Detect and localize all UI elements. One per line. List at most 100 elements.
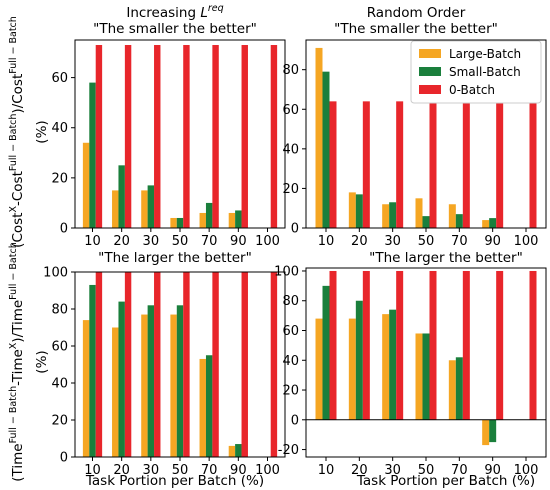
x-tick-label: 20 xyxy=(351,463,368,478)
bar-0-batch-30 xyxy=(396,270,404,420)
legend: Large-Batch Small-Batch 0-Batch xyxy=(410,40,542,104)
bar-small-batch-90 xyxy=(489,419,497,443)
bar-small-batch-30 xyxy=(389,202,397,228)
bar-0-batch-100 xyxy=(529,270,537,420)
x-tick-label: 10 xyxy=(318,234,335,249)
bar-large-batch-50 xyxy=(415,198,423,228)
bar-0-batch-20 xyxy=(362,101,370,228)
x-tick-label: 50 xyxy=(172,463,189,478)
x-tick-label: 90 xyxy=(484,234,501,249)
panel-bottom-left: 0 20 40 60 80 100 10 20 30 50 70 90 100 xyxy=(43,266,286,478)
bar-small-batch-30 xyxy=(389,309,397,420)
x-tick-label: 90 xyxy=(230,234,247,249)
legend-swatch-large-batch xyxy=(419,49,441,58)
bar-small-batch-30 xyxy=(147,305,155,457)
bar-small-batch-10 xyxy=(89,284,96,457)
panel-top-right-title: Random Order xyxy=(367,5,466,21)
bar-small-batch-50 xyxy=(422,216,430,228)
bar-0-batch-70 xyxy=(212,272,219,457)
bar-0-batch-100 xyxy=(529,101,537,228)
bar-large-batch-20 xyxy=(348,192,356,228)
bar-small-batch-90 xyxy=(489,218,497,228)
x-tick-label: 50 xyxy=(418,234,435,249)
y-tick-label: 20 xyxy=(282,384,299,399)
bar-large-batch-30 xyxy=(382,314,390,420)
bar-small-batch-70 xyxy=(205,202,213,228)
bar-0-batch-30 xyxy=(154,45,161,229)
y-tick-label: 60 xyxy=(282,103,299,118)
y-tick-label: 80 xyxy=(282,294,299,309)
panel-top-left: 0 20 40 60 10 20 30 50 70 90 100 xyxy=(51,39,286,249)
bar-0-batch-50 xyxy=(183,272,190,457)
bar-small-batch-90 xyxy=(235,210,242,228)
legend-label-small-batch: Small-Batch xyxy=(449,65,521,79)
bar-large-batch-50 xyxy=(170,217,177,228)
bar-large-batch-70 xyxy=(448,204,456,228)
bar-large-batch-90 xyxy=(482,220,490,228)
y-tick-label: -20 xyxy=(278,443,299,458)
bar-large-batch-20 xyxy=(112,190,119,228)
bar-0-batch-30 xyxy=(154,272,161,457)
x-tick-label: 100 xyxy=(255,234,280,249)
svg-text:(%): (%) xyxy=(34,350,50,373)
bar-0-batch-70 xyxy=(212,45,219,229)
y-tick-label: 20 xyxy=(51,171,68,186)
bar-0-batch-50 xyxy=(183,45,190,229)
bar-large-batch-50 xyxy=(170,314,177,457)
bar-large-batch-90 xyxy=(228,212,236,228)
panel-top-left-subtitle: "The smaller the better" xyxy=(93,21,257,37)
x-tick-label: 10 xyxy=(318,463,335,478)
y-tick-label: 40 xyxy=(282,354,299,369)
x-tick-label: 20 xyxy=(113,234,130,249)
x-tick-label: 100 xyxy=(514,463,539,478)
x-tick-label: 30 xyxy=(384,234,401,249)
bar-large-batch-90 xyxy=(228,445,236,457)
bar-large-batch-50 xyxy=(415,333,423,420)
bar-small-batch-70 xyxy=(455,214,463,228)
panel-bottom-right: -20 0 20 40 60 80 100 10 20 30 50 70 90 100 xyxy=(274,264,547,478)
x-tick-label: 90 xyxy=(484,463,501,478)
y-tick-label: 60 xyxy=(51,71,68,86)
y-tick-label: 80 xyxy=(51,303,68,318)
x-tick-label: 70 xyxy=(201,234,218,249)
bar-0-batch-100 xyxy=(270,45,278,229)
bar-small-batch-20 xyxy=(118,301,125,457)
bar-0-batch-50 xyxy=(429,270,437,420)
x-tick-label: 20 xyxy=(113,463,130,478)
bar-0-batch-70 xyxy=(462,101,470,228)
bar-large-batch-20 xyxy=(112,327,119,457)
bar-small-batch-20 xyxy=(118,165,125,228)
bar-large-batch-10 xyxy=(315,318,323,420)
bar-small-batch-50 xyxy=(176,305,184,457)
y-tick-label: 60 xyxy=(282,324,299,339)
x-tick-label: 20 xyxy=(351,234,368,249)
x-tick-label: 30 xyxy=(143,234,160,249)
bar-0-batch-70 xyxy=(462,270,470,420)
svg-text:(CostX-CostFull − Batch)/CostF: (CostX-CostFull − Batch)/CostFull − Batc… xyxy=(8,16,26,248)
bar-0-batch-20 xyxy=(362,270,370,420)
bar-0-batch-90 xyxy=(496,101,504,228)
x-tick-label: 30 xyxy=(384,463,401,478)
panel-bottom-left-subtitle: "The larger the better" xyxy=(98,250,252,266)
plot-frame xyxy=(74,39,286,229)
x-tick-label: 10 xyxy=(84,234,101,249)
bar-large-batch-30 xyxy=(382,204,390,228)
bar-0-batch-90 xyxy=(496,270,504,420)
legend-label-0-batch: 0-Batch xyxy=(449,83,495,97)
bar-large-batch-30 xyxy=(141,314,148,457)
bar-0-batch-10 xyxy=(329,270,337,420)
bar-small-batch-20 xyxy=(355,194,363,228)
y-axis-label-top: (CostX-CostFull − Batch)/CostFull − Batc… xyxy=(8,16,50,248)
panel-top-right-subtitle: "The smaller the better" xyxy=(334,21,498,37)
x-tick-label: 70 xyxy=(451,234,468,249)
x-tick-label: 100 xyxy=(255,463,280,478)
bar-large-batch-10 xyxy=(82,142,90,228)
bar-0-batch-50 xyxy=(429,101,437,228)
x-tick-label: 30 xyxy=(143,463,160,478)
x-tick-label: 70 xyxy=(451,463,468,478)
panel-bottom-right-subtitle: "The larger the better" xyxy=(369,250,523,266)
y-tick-label: 40 xyxy=(51,121,68,136)
bar-small-batch-10 xyxy=(89,82,96,228)
y-tick-label: 40 xyxy=(51,377,68,392)
svg-text:(%): (%) xyxy=(34,120,50,143)
